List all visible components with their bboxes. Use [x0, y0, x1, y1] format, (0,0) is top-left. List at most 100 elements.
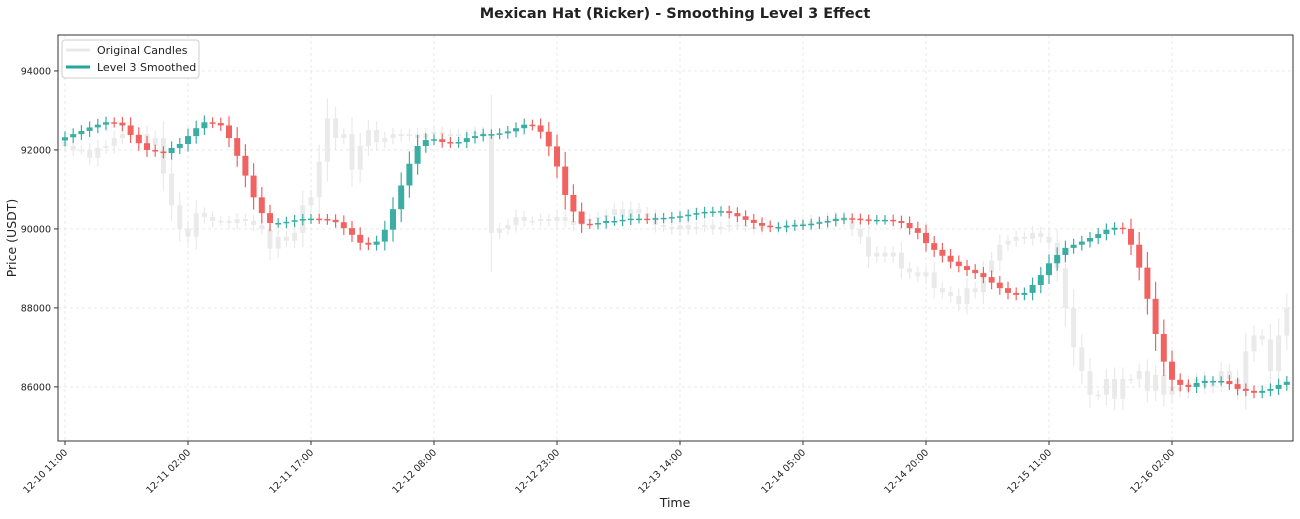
original-candle-body — [611, 209, 617, 216]
smoothed-candle — [636, 213, 642, 224]
original-candle-body — [456, 134, 462, 137]
original-candle-body — [1071, 307, 1077, 348]
legend-label-original: Original Candles — [97, 44, 188, 57]
original-candle-body — [570, 221, 576, 225]
smoothed-candle-body — [1283, 381, 1290, 385]
smoothed-candle — [791, 219, 798, 231]
original-candle — [898, 242, 904, 279]
y-tick-label: 86000 — [21, 382, 51, 393]
smoothed-candle-body — [996, 282, 1003, 289]
smoothed-candle-body — [472, 136, 478, 139]
smoothed-candle — [1103, 223, 1110, 241]
smoothed-candle — [947, 248, 954, 269]
original-candle-body — [185, 228, 191, 237]
smoothed-candle-body — [816, 222, 823, 224]
legend-box — [61, 39, 200, 79]
original-candle — [554, 210, 560, 228]
smoothed-candle-body — [923, 232, 929, 244]
smoothed-candle-body — [439, 139, 446, 143]
original-candle — [374, 121, 380, 151]
smoothed-candle-body — [857, 218, 864, 221]
smoothed-candle-body — [86, 127, 93, 131]
smoothed-candle — [611, 216, 618, 226]
smoothed-candle — [398, 172, 405, 223]
smoothed-candle — [734, 207, 741, 223]
original-candles — [62, 94, 1290, 411]
smoothed-candle — [709, 206, 716, 217]
original-candle-body — [324, 118, 330, 162]
smoothed-candle-body — [554, 146, 560, 167]
smoothed-candle-body — [373, 241, 380, 245]
original-candle — [718, 221, 724, 235]
original-candle — [177, 192, 183, 242]
smoothed-candle — [488, 129, 495, 139]
smoothed-candle-body — [242, 155, 249, 176]
smoothed-candle — [422, 133, 429, 153]
smoothed-candle — [455, 137, 462, 148]
smoothed-candle-body — [496, 133, 503, 135]
smoothed-candle — [1062, 240, 1069, 263]
original-candle — [497, 222, 503, 239]
original-candle-body — [710, 224, 716, 229]
smoothed-candle-body — [1169, 361, 1175, 380]
smoothed-candle — [849, 213, 856, 224]
original-candle — [1103, 368, 1109, 406]
original-candle — [529, 216, 535, 226]
smoothed-candle-body — [964, 266, 970, 270]
original-candle-body — [743, 224, 749, 227]
original-candle-body — [693, 226, 699, 229]
x-tick-label: 12-11 17:00 — [267, 447, 316, 496]
original-candle — [95, 139, 101, 167]
original-candle-body — [234, 219, 240, 223]
original-candle — [1013, 230, 1019, 247]
smoothed-candle — [865, 214, 872, 225]
original-candle — [1087, 358, 1093, 408]
smoothed-candle — [595, 217, 601, 230]
y-tick-label: 90000 — [21, 224, 51, 235]
original-candle-body — [554, 217, 560, 222]
smoothed-candle-body — [873, 219, 880, 222]
original-candle-body — [956, 296, 962, 304]
smoothed-candle — [537, 118, 544, 139]
original-candle-body — [210, 217, 216, 222]
smoothed-candle-body — [890, 219, 897, 222]
original-candle-body — [726, 224, 732, 227]
original-candle — [111, 130, 117, 154]
original-candle — [964, 277, 970, 315]
smoothed-candle-body — [291, 220, 298, 222]
smoothed-candle-body — [431, 139, 437, 141]
smoothed-candle — [906, 216, 913, 235]
smoothed-candle-body — [135, 134, 142, 144]
original-candle — [242, 213, 248, 227]
original-candle — [251, 214, 257, 232]
smoothed-candle — [1046, 254, 1052, 285]
smoothed-candle — [217, 117, 224, 132]
original-candle-body — [406, 134, 412, 137]
legend-label-smoothed: Level 3 Smoothed — [97, 61, 196, 74]
original-candle — [1251, 325, 1257, 362]
original-candle-body — [521, 217, 527, 222]
smoothed-candle — [258, 187, 265, 224]
smoothed-candle-body — [652, 218, 659, 220]
original-candle-body — [447, 134, 453, 137]
smoothed-candle — [463, 131, 470, 149]
smoothed-candle — [775, 222, 782, 232]
y-tick-label: 94000 — [21, 66, 51, 77]
smoothed-candle — [570, 184, 577, 223]
smoothed-candle — [324, 214, 331, 225]
original-candle-body — [267, 228, 273, 249]
original-candle — [324, 98, 330, 182]
smoothed-candle-body — [726, 211, 733, 214]
original-candle — [857, 221, 863, 245]
original-candle-body — [997, 244, 1003, 261]
original-candle — [357, 132, 363, 183]
smoothed-candle — [349, 221, 355, 242]
smoothed-candle — [783, 220, 790, 233]
smoothed-candle-body — [250, 175, 257, 198]
smoothed-candle-body — [972, 269, 979, 274]
smoothed-candle — [1021, 287, 1028, 301]
original-candle-body — [357, 145, 363, 170]
smoothed-candle — [340, 215, 347, 235]
smoothed-candle-body — [701, 211, 708, 214]
original-candle-body — [1161, 375, 1167, 395]
